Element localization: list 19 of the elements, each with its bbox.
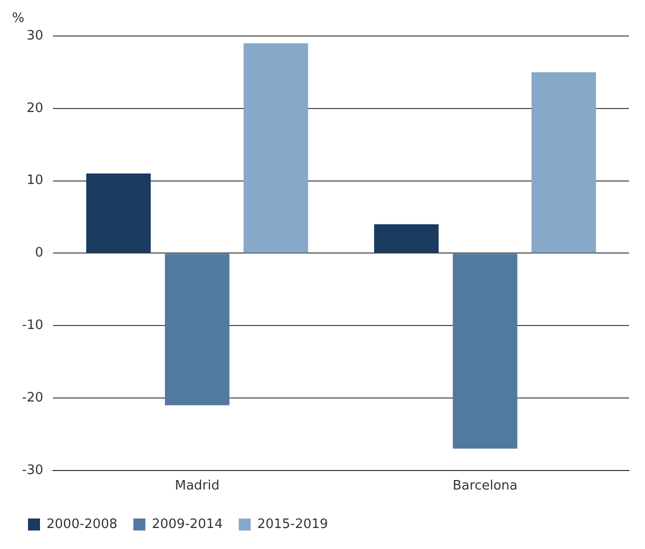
x-tick-label: Barcelona xyxy=(452,478,518,494)
bar xyxy=(164,254,230,406)
bar xyxy=(244,43,308,253)
y-tick-label: 0 xyxy=(34,246,44,261)
bar xyxy=(452,254,518,449)
y-tick-label: 10 xyxy=(26,173,44,188)
y-axis-title: % xyxy=(12,10,24,26)
y-tick-label: 20 xyxy=(26,100,44,116)
bar xyxy=(374,224,439,253)
y-tick-label: -30 xyxy=(22,462,44,478)
legend-label: 2015-2019 xyxy=(257,516,328,532)
bar xyxy=(86,174,151,253)
y-tick-label: -20 xyxy=(22,390,44,406)
x-tick-label: Madrid xyxy=(174,478,220,494)
legend-label: 2000-2008 xyxy=(46,516,118,532)
y-tick-label: 30 xyxy=(26,28,44,44)
legend-label: 2009-2014 xyxy=(152,516,223,532)
bar xyxy=(531,72,596,253)
y-tick-label: -10 xyxy=(22,318,44,333)
